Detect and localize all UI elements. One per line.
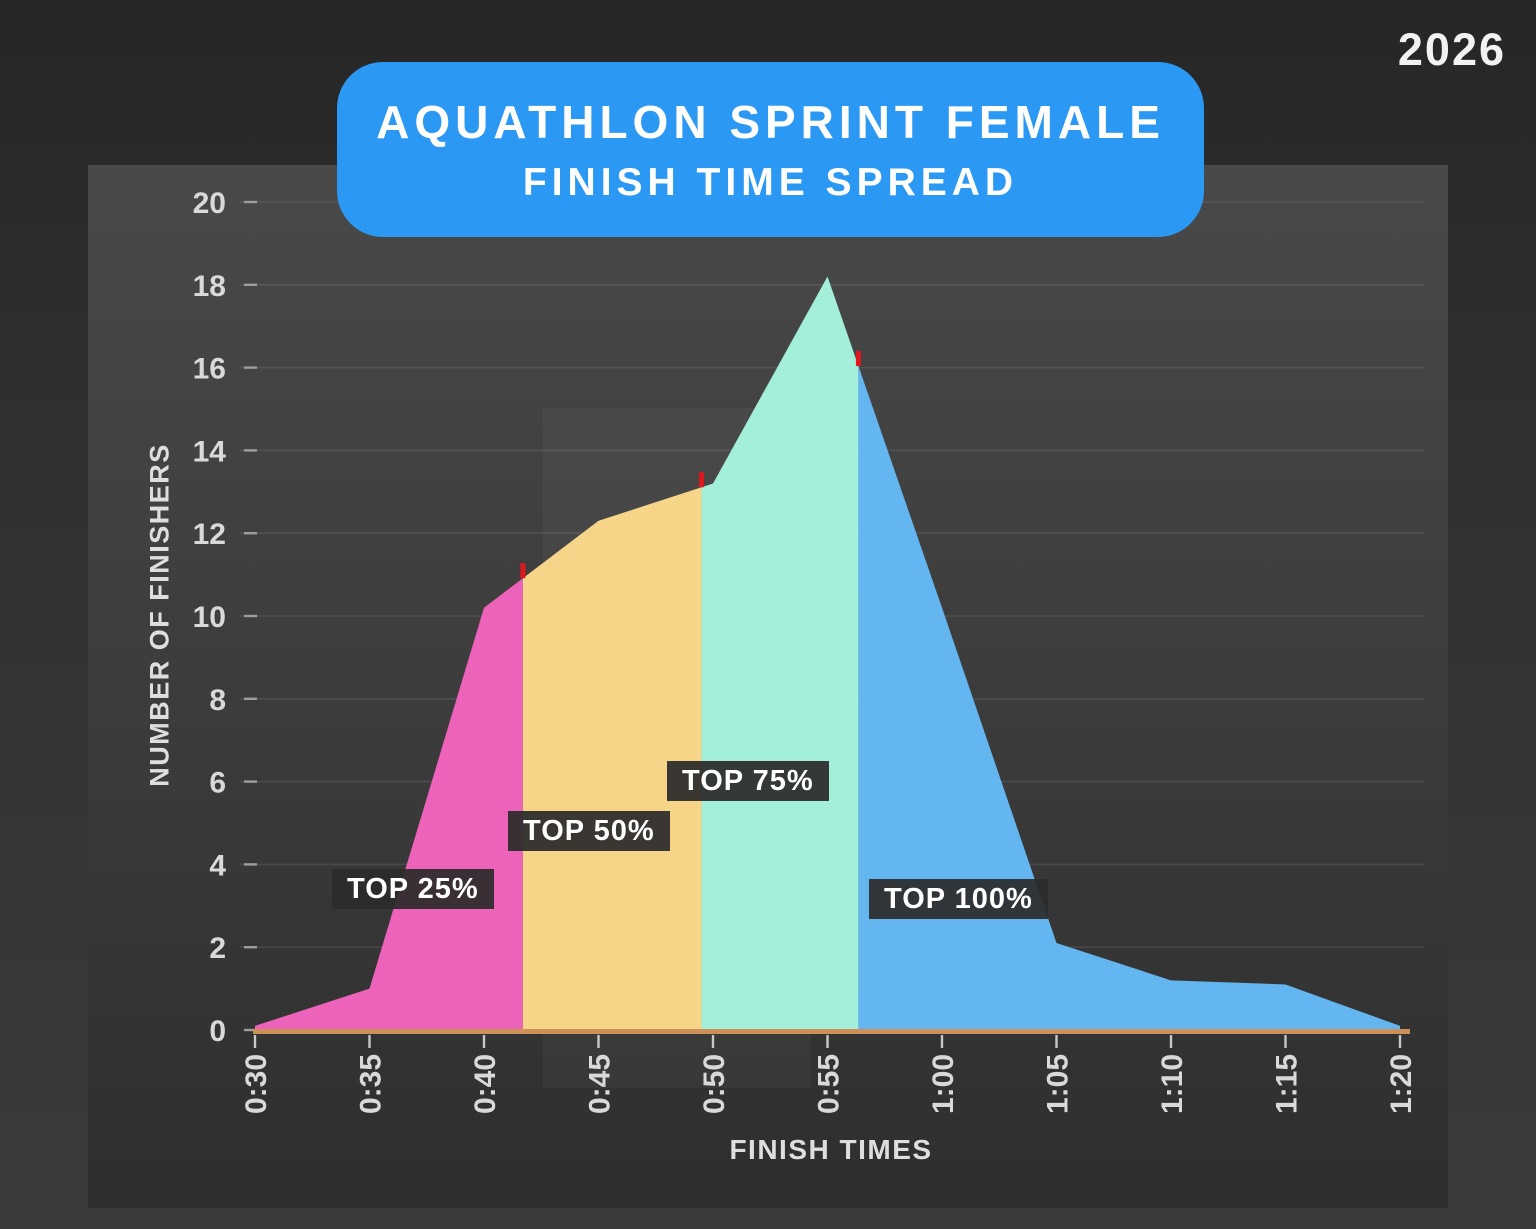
- y-tick-label: 4: [209, 849, 226, 882]
- y-tick-label: 6: [209, 767, 226, 800]
- area-segment-top-50-: [522, 487, 702, 1030]
- x-tick-label: 1:00: [927, 1054, 960, 1114]
- x-axis-title: FINISH TIMES: [729, 1134, 933, 1165]
- title-line-1: AQUATHLON SPRINT FEMALE: [376, 95, 1165, 148]
- x-tick-label: 0:50: [698, 1054, 731, 1114]
- y-tick-label: 10: [193, 601, 226, 634]
- title-line-2: FINISH TIME SPREAD: [522, 160, 1019, 204]
- x-tick-label: 0:40: [469, 1054, 502, 1114]
- percentile-marker: [699, 472, 705, 488]
- x-tick-label: 1:20: [1385, 1054, 1418, 1114]
- segment-label-top-100: TOP 100%: [869, 879, 1048, 920]
- percentile-marker: [520, 563, 526, 579]
- y-tick-label: 16: [193, 353, 226, 386]
- y-tick-label: 18: [193, 270, 226, 303]
- x-tick-label: 1:15: [1271, 1054, 1304, 1114]
- segment-label-top-75: TOP 75%: [667, 761, 829, 802]
- percentile-marker: [855, 350, 861, 366]
- x-tick-label: 0:30: [240, 1054, 273, 1114]
- x-tick-label: 1:10: [1156, 1054, 1189, 1114]
- y-tick-label: 20: [193, 187, 226, 220]
- x-tick-label: 0:35: [355, 1054, 388, 1114]
- x-tick-label: 0:55: [813, 1054, 846, 1114]
- area-segment-top-100-: [858, 365, 1400, 1030]
- y-tick-label: 14: [193, 435, 227, 468]
- area-segment-top-75-: [701, 276, 859, 1030]
- title-banner: AQUATHLON SPRINT FEMALE FINISH TIME SPRE…: [337, 62, 1204, 237]
- y-tick-label: 0: [209, 1015, 226, 1048]
- year-label: 2026: [1397, 24, 1506, 75]
- y-tick-label: 12: [193, 518, 226, 551]
- y-axis-title: NUMBER OF FINISHERS: [144, 443, 175, 787]
- y-tick-label: 8: [209, 684, 226, 717]
- x-tick-label: 1:05: [1042, 1054, 1075, 1114]
- area-segment-top-25-: [255, 578, 523, 1030]
- segment-label-top-25: TOP 25%: [332, 869, 494, 910]
- y-tick-label: 2: [209, 932, 226, 965]
- segment-label-top-50: TOP 50%: [508, 811, 670, 852]
- x-tick-label: 0:45: [584, 1054, 617, 1114]
